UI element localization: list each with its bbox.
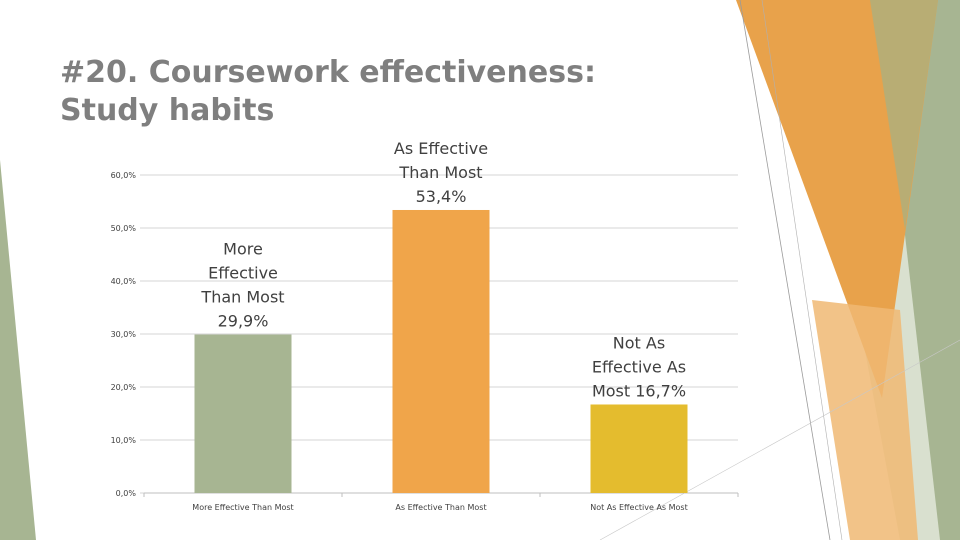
deco-line-2: [761, 0, 843, 540]
left-accent-shape: [0, 160, 36, 540]
data-label: Not As Effective As Most 16,7%: [592, 333, 686, 400]
y-tick-label: 30,0%: [111, 330, 137, 339]
title-line-1: #20. Coursework effectiveness:: [60, 55, 596, 90]
bar-chart: 0,0% 10,0% 20,0% 30,0% 40,0% 50,0% 60,0% More Ef…: [111, 139, 739, 512]
right-olive-shape: [870, 0, 938, 230]
data-label: More Effective Than Most 29,9%: [200, 240, 284, 331]
y-tick-label: 60,0%: [111, 171, 137, 180]
y-tick-label: 40,0%: [111, 277, 137, 286]
slide-title: #20. Coursework effectiveness: Study hab…: [60, 54, 700, 130]
x-category-label: Not As Effective As Most: [590, 503, 687, 512]
data-label: As Effective Than Most 53,4%: [394, 139, 488, 206]
deco-line-1: [739, 0, 831, 540]
x-category-label: As Effective Than Most: [395, 503, 486, 512]
bar: [392, 209, 490, 494]
bar: [590, 404, 688, 493]
x-category-label: More Effective Than Most: [192, 503, 293, 512]
right-lower-orange-shape: [812, 300, 918, 540]
y-tick-label: 50,0%: [111, 224, 137, 233]
title-line-2: Study habits: [60, 93, 275, 128]
deco-line-3: [599, 339, 960, 540]
y-tick-label: 20,0%: [111, 383, 137, 392]
bar: [194, 334, 292, 493]
y-tick-label: 0,0%: [116, 489, 137, 498]
y-tick-label: 10,0%: [111, 436, 137, 445]
